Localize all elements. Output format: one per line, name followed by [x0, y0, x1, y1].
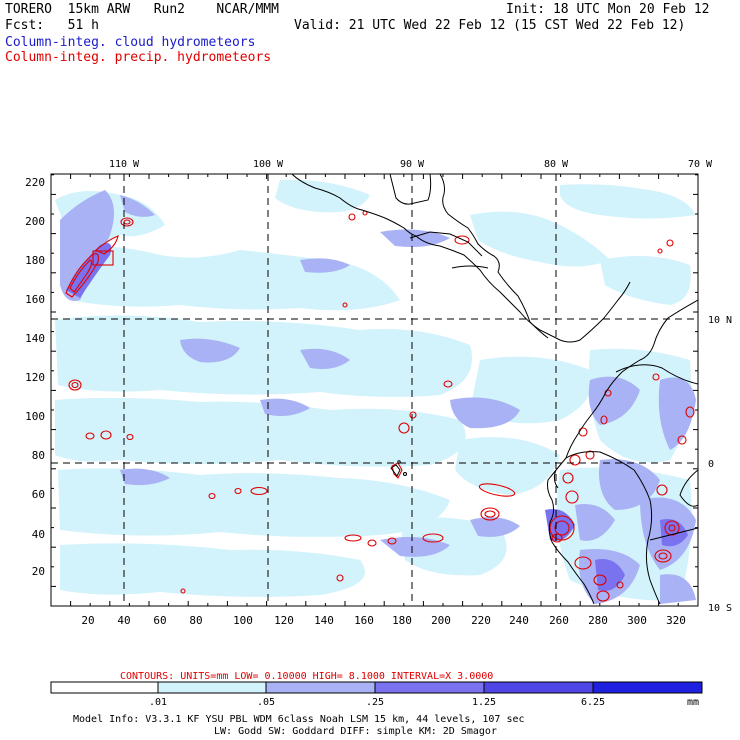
legend-precip-hydrometeors: Column-integ. precip. hydrometeors — [5, 50, 272, 65]
lon-label: 110 W — [109, 159, 140, 170]
model-title: TORERO 15km ARW Run2 NCAR/MMM — [5, 2, 279, 17]
contour-info: CONTOURS: UNITS=mm LOW= 0.10000 HIGH= 8.… — [120, 671, 493, 682]
forecast-hour: Fcst: 51 h — [5, 18, 99, 33]
x-tick-label: 180 — [392, 614, 412, 627]
colorbar-level: 1.25 — [472, 697, 496, 708]
x-tick-label: 120 — [274, 614, 294, 627]
y-tick-label: 180 — [25, 254, 45, 267]
x-tick-label: 220 — [471, 614, 491, 627]
lat-lon-grid — [51, 174, 698, 606]
y-tick-label: 20 — [32, 565, 45, 578]
y-tick-label: 100 — [25, 410, 45, 423]
colorbar-swatch — [592, 681, 703, 694]
y-tick-label: 140 — [25, 332, 45, 345]
y-tick-label: 40 — [32, 528, 45, 541]
colorbar-swatch — [157, 681, 267, 694]
y-tick-label: 160 — [25, 293, 45, 306]
hydrometeor-field — [51, 174, 698, 606]
x-tick-label: 160 — [354, 614, 374, 627]
colorbar-swatch — [374, 681, 485, 694]
lat-label: 0 — [708, 459, 714, 470]
legend-cloud-hydrometeors: Column-integ. cloud hydrometeors — [5, 35, 256, 50]
valid-time: Valid: 21 UTC Wed 22 Feb 12 (15 CST Wed … — [294, 18, 686, 33]
x-tick-label: 260 — [549, 614, 569, 627]
y-tick-label: 200 — [25, 215, 45, 228]
y-tick-label: 60 — [32, 488, 45, 501]
colorbar-level: .25 — [366, 697, 384, 708]
colorbar-unit: mm — [687, 697, 699, 708]
y-tick-label: 120 — [25, 371, 45, 384]
lat-label: 10 N — [708, 315, 732, 326]
x-tick-label: 140 — [314, 614, 334, 627]
init-time: Init: 18 UTC Mon 20 Feb 12 — [506, 2, 710, 17]
lon-label: 70 W — [688, 159, 713, 170]
lon-label: 90 W — [400, 159, 425, 170]
colorbar-level: .01 — [149, 697, 167, 708]
colorbar-swatch — [50, 681, 159, 694]
x-tick-label: 20 — [81, 614, 94, 627]
colorbar-level: 6.25 — [581, 697, 605, 708]
x-tick-label: 80 — [189, 614, 202, 627]
cloud-light-areas — [55, 179, 695, 601]
colorbar-level: .05 — [257, 697, 275, 708]
x-tick-label: 60 — [153, 614, 166, 627]
x-tick-label: 240 — [509, 614, 529, 627]
x-tick-label: 300 — [627, 614, 647, 627]
lon-label: 80 W — [544, 159, 569, 170]
model-info: Model Info: V3.3.1 KF YSU PBL WDM 6class… — [73, 714, 525, 725]
lat-label: 10 S — [708, 603, 732, 614]
lon-label: 100 W — [253, 159, 284, 170]
x-tick-label: 280 — [588, 614, 608, 627]
axis-labels: 20 40 60 80 100 120 140 160 180 200 220 … — [25, 159, 732, 627]
colorbar-swatch — [483, 681, 594, 694]
x-tick-label: 40 — [117, 614, 130, 627]
y-tick-label: 220 — [25, 176, 45, 189]
physics-info: LW: Godd SW: Goddard DIFF: simple KM: 2D… — [214, 726, 497, 737]
axis-ticks — [50, 174, 698, 607]
x-tick-label: 320 — [666, 614, 686, 627]
x-tick-label: 100 — [233, 614, 253, 627]
colorbar-swatch — [265, 681, 376, 694]
y-tick-label: 80 — [32, 449, 45, 462]
coastlines — [291, 174, 698, 605]
colorbar: .01 .05 .25 1.25 6.25 mm — [50, 681, 703, 708]
precip-contours — [65, 210, 695, 602]
x-tick-label: 200 — [431, 614, 451, 627]
